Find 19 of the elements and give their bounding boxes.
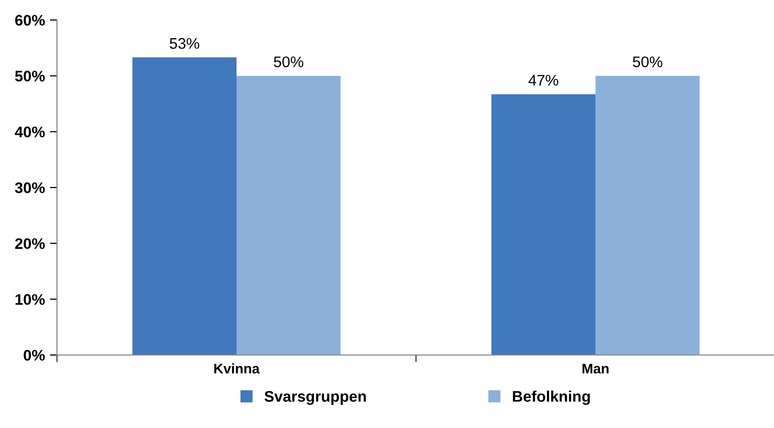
y-tick-label: 0% <box>24 350 45 361</box>
data-label: 53% <box>170 38 200 49</box>
data-label: 50% <box>274 56 304 68</box>
bar <box>596 76 700 355</box>
legend-label: Svarsgruppen <box>264 390 366 405</box>
y-tick-label: 10% <box>16 294 45 305</box>
y-tick-label: 20% <box>15 238 45 250</box>
y-tick-label: 40% <box>14 126 45 138</box>
x-tick-label: Man <box>582 364 609 374</box>
bar <box>132 57 236 355</box>
data-label: 50% <box>632 56 662 68</box>
y-tick-label: 60% <box>15 14 45 26</box>
y-tick-label: 30% <box>14 182 45 194</box>
bar <box>236 76 341 355</box>
data-label: 47% <box>528 74 558 86</box>
x-tick-label: Kvinna <box>214 363 260 374</box>
y-tick-label: 50% <box>15 70 45 82</box>
bar <box>491 94 596 355</box>
legend-label: Befolkning <box>512 390 590 405</box>
